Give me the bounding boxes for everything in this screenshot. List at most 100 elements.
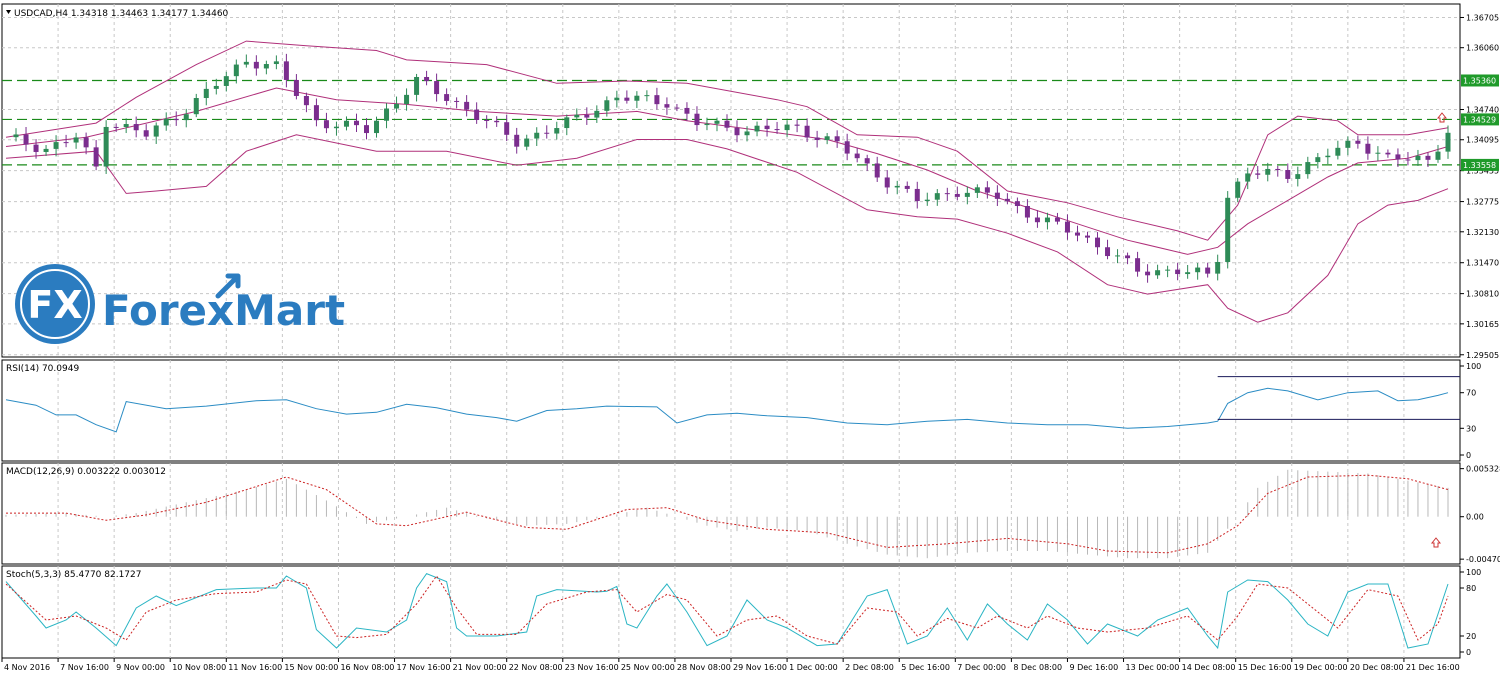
candle-body [934, 193, 940, 200]
candle-body [1064, 221, 1070, 233]
macd-pane[interactable]: 0.005328 0.00 -0.004706 MACD(12,26,9) 0.00… [1, 462, 1500, 565]
candle-body [83, 137, 89, 148]
time-tick-label: 1 Dec 00:00 [789, 663, 838, 672]
candle-body [1125, 255, 1131, 259]
time-tick-label: 21 Nov 00:00 [453, 663, 507, 672]
candle-body [1345, 140, 1351, 148]
candle-body [133, 124, 139, 131]
indicator-tick-label: 100 [1466, 362, 1481, 371]
candle-body [384, 108, 390, 121]
candle-body [954, 193, 960, 197]
indicator-tick-label: 0 [1466, 451, 1471, 460]
candle-body [203, 88, 209, 99]
candle-body [173, 118, 179, 121]
rsi-axis: 100 70 30 0 [1460, 362, 1481, 460]
indicator-tick-label: 0.00 [1466, 513, 1484, 522]
time-tick-label: 19 Dec 00:00 [1294, 663, 1348, 672]
indicator-tick-label: 20 [1466, 632, 1476, 641]
candle-body [494, 120, 500, 123]
candle-body [514, 134, 520, 147]
candle-body [654, 95, 660, 105]
indicator-tick-label: 100 [1466, 568, 1481, 577]
level-price-box [1461, 113, 1499, 126]
time-tick-label: 13 Dec 00:00 [1126, 663, 1180, 672]
candle-body [1225, 197, 1231, 262]
candle-body [1295, 174, 1301, 179]
candle-body [744, 131, 750, 136]
candle-body [233, 64, 239, 77]
candle-body [213, 85, 219, 89]
time-tick-label: 23 Nov 16:00 [565, 663, 619, 672]
candle-body [23, 134, 29, 145]
rsi-pane[interactable]: 100 70 30 0 RSI(14) 70.0949 [1, 359, 1481, 462]
candle-body [874, 163, 880, 178]
time-tick-label: 2 Dec 08:00 [845, 663, 894, 672]
candle-body [524, 138, 530, 147]
time-tick-label: 9 Dec 16:00 [1069, 663, 1118, 672]
candle-body [574, 114, 580, 118]
price-axis: 1.36705 1.36060 1.34740 1.34095 1.33435 1.327… [1460, 13, 1499, 360]
logo-inner-ring [20, 269, 90, 339]
candle-body [904, 185, 910, 189]
candle-body [404, 94, 410, 104]
time-tick-label: 4 Nov 2016 [4, 663, 50, 672]
candle-body [694, 113, 700, 126]
candle-body [614, 97, 620, 101]
time-tick-label: 15 Dec 16:00 [1238, 663, 1292, 672]
stoch-signal-line [5, 575, 1449, 645]
indicator-tick-label: 80 [1466, 584, 1476, 593]
candle-body [374, 120, 380, 134]
candle-body [293, 79, 299, 96]
candle-body [1165, 269, 1171, 271]
time-tick-label: 9 Nov 00:00 [116, 663, 165, 672]
bollinger-upper-line [5, 40, 1449, 241]
candle-body [1415, 155, 1421, 161]
candle-body [1074, 232, 1080, 236]
logo-fx-letters: FX [27, 283, 82, 327]
candle-body [183, 114, 189, 121]
candle-body [974, 187, 980, 193]
candle-body [1245, 173, 1251, 182]
candle-body [414, 76, 420, 95]
indicator-tick-label: 0 [1466, 648, 1471, 657]
candle-body [804, 125, 810, 138]
candle-body [283, 61, 289, 80]
level-lines[interactable] [2, 79, 1460, 166]
candle-body [343, 120, 349, 127]
stoch-axis: 100 80 20 0 [1460, 568, 1481, 657]
candle-body [103, 126, 109, 167]
time-tick-label: 15 Nov 00:00 [284, 663, 338, 672]
candle-body [1145, 271, 1151, 276]
candle-body [584, 114, 590, 118]
time-tick-label: 28 Nov 08:00 [677, 663, 731, 672]
time-tick-label: 7 Nov 16:00 [60, 663, 109, 672]
candle-body [634, 95, 640, 101]
collapse-triangle-icon[interactable] [6, 10, 11, 14]
candle-body [1185, 272, 1191, 275]
candle-body [544, 132, 550, 134]
candle-body [1305, 162, 1311, 175]
candle-body [814, 137, 820, 141]
candle-body [353, 120, 359, 126]
candle-body [924, 199, 930, 202]
candle-body [444, 94, 450, 101]
time-tick-label: 11 Nov 16:00 [228, 663, 282, 672]
time-tick-label: 7 Dec 00:00 [957, 663, 1006, 672]
stoch-pane[interactable]: 100 80 20 0 Stoch(5,3,3) 85.4770 82.1727 [1, 565, 1481, 659]
candle-body [364, 125, 369, 134]
candle-body [1175, 269, 1181, 275]
candle-body [1325, 155, 1331, 158]
candle-body [13, 134, 19, 138]
candle-body [594, 110, 600, 118]
candle-body [1435, 151, 1441, 160]
candle-body [1215, 261, 1221, 274]
candle-body [624, 97, 630, 101]
candle-body [824, 136, 830, 141]
time-tick-label: 17 Nov 16:00 [397, 663, 451, 672]
candle-body [964, 192, 970, 197]
candle-body [994, 192, 1000, 199]
main-pane[interactable]: 1.36705 1.36060 1.34740 1.34095 1.33435 1.327… [1, 3, 1499, 360]
candle-body [894, 185, 900, 188]
candle-body [724, 120, 730, 128]
level-price-labels: 1.35360 1.34529 1.33558 [1461, 74, 1499, 171]
